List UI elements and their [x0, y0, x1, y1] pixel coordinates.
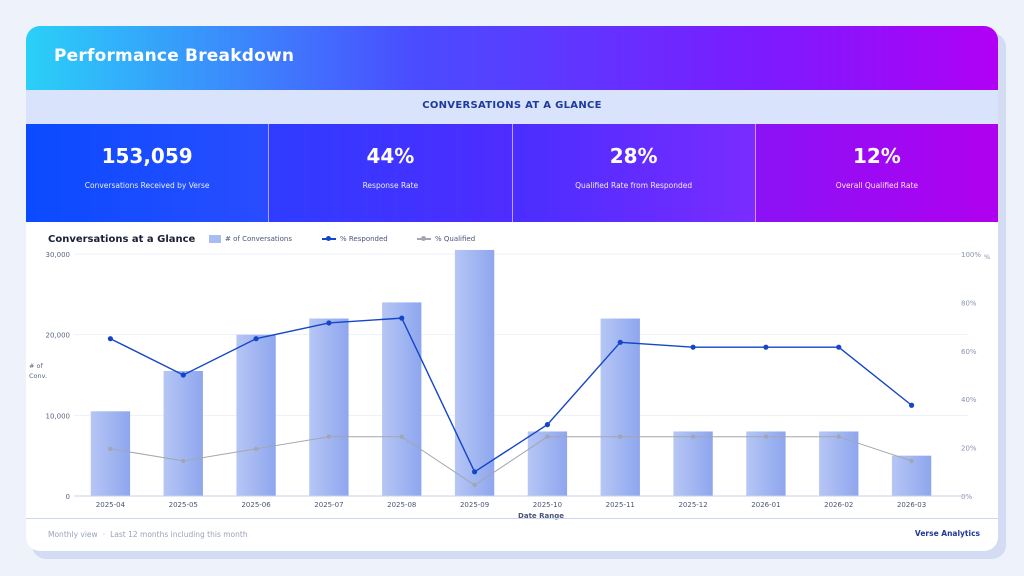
x-tick-label: 2025-12	[678, 501, 707, 509]
page-title: Performance Breakdown	[54, 46, 295, 66]
line-dot-icon	[417, 236, 431, 241]
kpi-row: 153,059 Conversations Received by Verse …	[26, 124, 998, 222]
right-tick-label: 100%	[961, 251, 981, 259]
section-title: CONVERSATIONS AT A GLANCE	[422, 100, 602, 111]
series-point	[253, 446, 259, 452]
series-point	[399, 315, 405, 321]
series-point	[471, 469, 478, 475]
series-point	[763, 434, 769, 439]
x-tick-label: 2025-08	[387, 501, 416, 509]
series-point	[399, 434, 404, 439]
bar	[90, 411, 131, 496]
series-point	[181, 458, 186, 464]
left-tick-label: 20,000	[46, 332, 71, 340]
kpi-value: 12%	[852, 144, 901, 168]
series-point	[545, 434, 550, 439]
bar	[527, 431, 568, 496]
bar	[600, 318, 640, 496]
series-point	[472, 482, 477, 488]
right-tick-label: 60%	[961, 348, 977, 356]
x-tick-label: 2026-01	[751, 501, 780, 509]
x-tick-label: 2025-07	[314, 501, 343, 509]
kpi-conversations: 153,059 Conversations Received by Verse	[26, 124, 269, 222]
left-tick-label: 30,000	[46, 251, 71, 259]
footer-range: Last 12 months including this month	[110, 530, 248, 539]
legend-qualified[interactable]: % Qualified	[417, 235, 475, 243]
kpi-label: Conversations Received by Verse	[84, 181, 210, 190]
footer-note: Monthly view · Last 12 months including th…	[48, 530, 248, 539]
kpi-response-rate: 44% Response Rate	[268, 124, 512, 222]
kpi-qualified-from-responded: 28% Qualified Rate from Responded	[511, 124, 755, 222]
kpi-label: Qualified Rate from Responded	[575, 181, 693, 190]
series-point	[107, 336, 114, 342]
bar	[236, 334, 276, 496]
bar-swatch-icon	[209, 235, 221, 243]
x-tick-label: 2025-04	[96, 501, 126, 509]
separator-dot-icon: ·	[102, 530, 106, 539]
header-banner: Performance Breakdown	[26, 26, 998, 90]
right-axis-label: %	[984, 253, 990, 261]
series-point	[253, 336, 259, 342]
legend-label: % Responded	[340, 235, 388, 243]
series-line	[110, 317, 913, 473]
series-point	[836, 344, 842, 350]
kpi-value: 44%	[366, 144, 415, 168]
section-band: CONVERSATIONS AT A GLANCE	[26, 90, 998, 124]
series-point	[618, 434, 623, 439]
bar	[309, 318, 349, 496]
x-axis-label: Date Range	[518, 512, 564, 520]
bar	[746, 431, 786, 496]
dashboard-card: Performance Breakdown CONVERSATIONS AT A…	[26, 26, 998, 551]
series-point	[326, 320, 332, 326]
line-dot-icon	[322, 236, 336, 241]
series-point	[617, 339, 623, 345]
series-point	[326, 434, 332, 439]
bar	[673, 431, 713, 496]
x-tick-label: 2025-09	[460, 501, 489, 509]
x-tick-label: 2025-10	[533, 501, 562, 509]
kpi-label: Overall Qualified Rate	[835, 181, 919, 190]
legend-label: # of Conversations	[225, 235, 292, 243]
bar	[454, 249, 495, 496]
bar	[819, 431, 859, 496]
footer-divider	[26, 518, 998, 519]
series-point	[836, 434, 841, 439]
kpi-value: 28%	[609, 144, 658, 168]
series-line	[110, 436, 912, 486]
left-axis-label: # of Conv.	[29, 362, 47, 380]
series-point	[909, 458, 914, 464]
series-point	[108, 446, 113, 452]
right-tick-label: 20%	[961, 445, 977, 453]
x-tick-label: 2026-02	[824, 501, 853, 509]
kpi-value: 153,059	[101, 144, 193, 168]
x-tick-label: 2025-06	[241, 501, 271, 509]
bar	[163, 370, 203, 496]
legend-label: % Qualified	[435, 235, 476, 243]
bar	[382, 302, 422, 496]
series-point	[544, 422, 551, 428]
footer-view: Monthly view	[48, 530, 98, 539]
kpi-label: Response Rate	[362, 181, 419, 190]
right-tick-label: 80%	[961, 299, 977, 307]
series-point	[908, 402, 915, 408]
x-tick-label: 2025-05	[169, 501, 198, 509]
series-point	[690, 434, 696, 439]
left-tick-label: 10,000	[46, 412, 71, 420]
kpi-overall-qualified: 12% Overall Qualified Rate	[754, 124, 998, 222]
chart-plot: 0 10,000 20,000 30,000 0% 20% 40% 60% 80% 100% # o…	[29, 249, 990, 520]
legend-responded[interactable]: % Responded	[322, 235, 388, 243]
legend-conversations[interactable]: # of Conversations	[209, 235, 292, 243]
series-point	[180, 372, 186, 378]
x-tick-label: 2026-03	[897, 501, 926, 509]
right-tick-label: 40%	[961, 396, 977, 404]
footer-brand: Verse Analytics	[914, 529, 980, 538]
left-tick-label: 0	[66, 493, 70, 501]
right-tick-label: 0%	[961, 493, 972, 501]
x-tick-label: 2025-11	[606, 501, 635, 509]
series-point	[690, 344, 696, 350]
series-point	[763, 344, 769, 350]
chart-title: Conversations at a Glance	[48, 234, 196, 245]
